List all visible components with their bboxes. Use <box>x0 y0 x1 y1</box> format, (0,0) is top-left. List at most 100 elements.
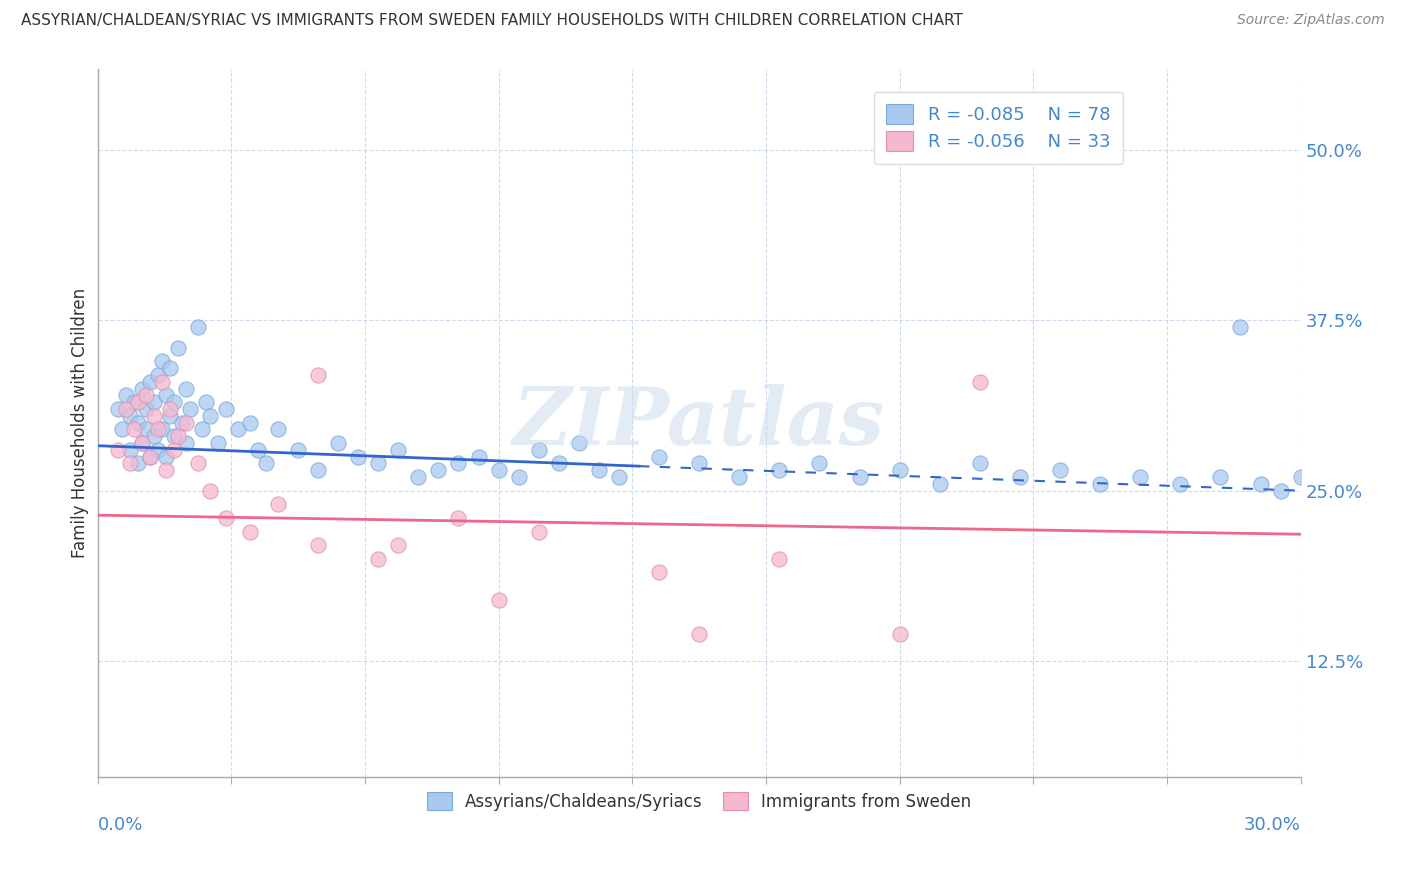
Point <box>1049 463 1071 477</box>
Point <box>969 375 991 389</box>
Point <box>367 457 389 471</box>
Point <box>1229 320 1251 334</box>
Point <box>246 442 269 457</box>
Point <box>427 463 450 477</box>
Point <box>648 450 671 464</box>
Point <box>889 626 911 640</box>
Point <box>135 401 157 416</box>
Point <box>150 354 173 368</box>
Point <box>166 341 188 355</box>
Point <box>146 368 169 382</box>
Point <box>198 409 221 423</box>
Point <box>928 476 950 491</box>
Point <box>467 450 489 464</box>
Point <box>138 450 160 464</box>
Point <box>447 511 470 525</box>
Point <box>768 463 790 477</box>
Legend: Assyrians/Chaldeans/Syriacs, Immigrants from Sweden: Assyrians/Chaldeans/Syriacs, Immigrants … <box>419 784 980 819</box>
Point <box>146 442 169 457</box>
Point <box>848 470 870 484</box>
Point <box>142 429 165 443</box>
Point <box>607 470 630 484</box>
Point <box>174 436 197 450</box>
Text: Source: ZipAtlas.com: Source: ZipAtlas.com <box>1237 13 1385 28</box>
Point <box>127 395 149 409</box>
Point <box>150 375 173 389</box>
Point <box>547 457 569 471</box>
Point <box>159 401 181 416</box>
Point <box>1168 476 1191 491</box>
Point <box>131 436 153 450</box>
Point <box>347 450 370 464</box>
Point <box>688 626 710 640</box>
Text: ASSYRIAN/CHALDEAN/SYRIAC VS IMMIGRANTS FROM SWEDEN FAMILY HOUSEHOLDS WITH CHILDR: ASSYRIAN/CHALDEAN/SYRIAC VS IMMIGRANTS F… <box>21 13 963 29</box>
Point <box>408 470 430 484</box>
Point <box>191 422 214 436</box>
Point <box>488 592 510 607</box>
Point <box>135 422 157 436</box>
Point <box>159 409 181 423</box>
Point <box>568 436 591 450</box>
Point <box>135 388 157 402</box>
Point <box>447 457 470 471</box>
Point <box>118 457 141 471</box>
Point <box>155 463 177 477</box>
Point <box>226 422 249 436</box>
Point <box>307 368 329 382</box>
Point <box>488 463 510 477</box>
Point <box>198 483 221 498</box>
Point <box>728 470 751 484</box>
Text: 30.0%: 30.0% <box>1244 815 1301 833</box>
Point <box>159 361 181 376</box>
Text: 0.0%: 0.0% <box>97 815 143 833</box>
Point <box>118 442 141 457</box>
Point <box>146 422 169 436</box>
Point <box>808 457 831 471</box>
Point <box>107 442 129 457</box>
Point <box>307 463 329 477</box>
Point <box>267 497 290 511</box>
Point <box>387 538 409 552</box>
Point <box>1289 470 1312 484</box>
Point <box>155 450 177 464</box>
Point <box>127 416 149 430</box>
Point <box>194 395 217 409</box>
Point <box>588 463 610 477</box>
Point <box>239 416 262 430</box>
Point <box>527 442 550 457</box>
Point <box>1008 470 1031 484</box>
Point <box>648 566 671 580</box>
Point <box>267 422 290 436</box>
Point <box>1129 470 1152 484</box>
Point <box>254 457 277 471</box>
Point <box>131 382 153 396</box>
Point <box>174 382 197 396</box>
Point <box>328 436 350 450</box>
Point <box>107 401 129 416</box>
Point <box>142 409 165 423</box>
Point <box>187 457 209 471</box>
Point <box>166 429 188 443</box>
Point <box>287 442 309 457</box>
Point <box>387 442 409 457</box>
Point <box>170 416 193 430</box>
Point <box>768 551 790 566</box>
Point <box>122 395 145 409</box>
Point <box>215 511 238 525</box>
Point <box>114 401 136 416</box>
Point <box>138 375 160 389</box>
Point <box>207 436 229 450</box>
Point <box>1270 483 1292 498</box>
Y-axis label: Family Households with Children: Family Households with Children <box>72 287 89 558</box>
Point <box>114 388 136 402</box>
Point <box>889 463 911 477</box>
Point <box>118 409 141 423</box>
Point <box>307 538 329 552</box>
Point <box>150 422 173 436</box>
Point <box>122 422 145 436</box>
Point <box>688 457 710 471</box>
Point <box>1088 476 1111 491</box>
Point <box>1209 470 1232 484</box>
Point <box>179 401 201 416</box>
Point <box>187 320 209 334</box>
